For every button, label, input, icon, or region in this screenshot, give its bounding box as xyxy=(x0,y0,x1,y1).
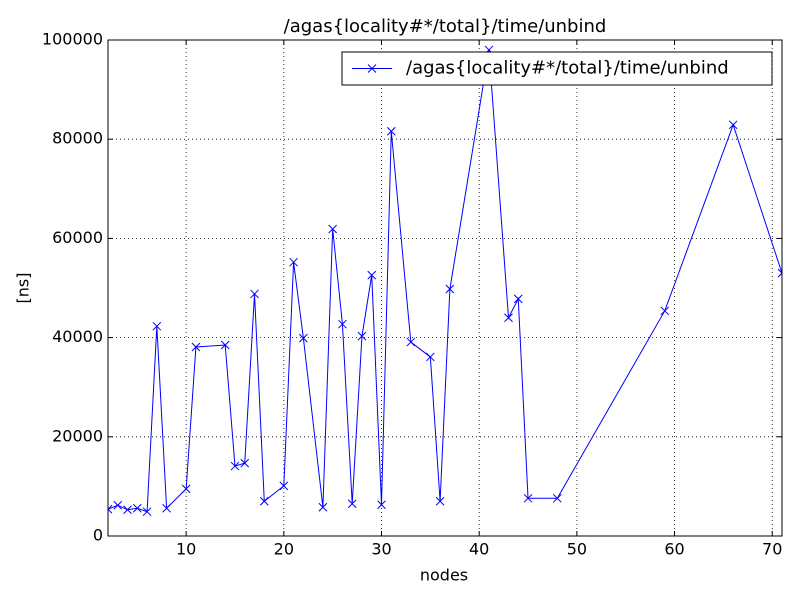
marker xyxy=(338,319,347,329)
x-tick-label: 10 xyxy=(176,540,196,559)
marker xyxy=(299,333,308,343)
marker xyxy=(523,493,533,503)
y-tick-label: 0 xyxy=(93,526,103,545)
x-tick-label: 20 xyxy=(274,540,294,559)
marker xyxy=(250,289,259,299)
marker xyxy=(347,499,357,509)
marker xyxy=(660,306,670,316)
series xyxy=(108,45,782,517)
marker xyxy=(328,224,338,234)
marker xyxy=(318,502,328,512)
y-tick-label: 80000 xyxy=(52,129,103,148)
legend-box xyxy=(341,51,773,86)
marker xyxy=(552,493,562,503)
marker xyxy=(132,503,142,513)
x-tick-label: 60 xyxy=(664,540,684,559)
marker xyxy=(230,461,240,471)
marker xyxy=(152,321,162,331)
marker xyxy=(386,126,396,136)
x-axis-label: nodes xyxy=(420,566,468,585)
marker xyxy=(377,500,386,510)
marker xyxy=(435,496,445,506)
y-tick-label: 20000 xyxy=(52,426,103,445)
marker xyxy=(220,340,230,350)
marker xyxy=(113,500,123,510)
marker xyxy=(289,257,298,267)
marker xyxy=(191,342,201,352)
y-tick-label: 100000 xyxy=(42,30,103,49)
y-tick-label: 60000 xyxy=(52,228,103,247)
marker xyxy=(240,458,250,468)
marker xyxy=(279,481,289,491)
marker xyxy=(367,270,377,280)
marker xyxy=(504,313,513,323)
marker xyxy=(162,503,171,513)
marker xyxy=(445,284,455,294)
marker xyxy=(142,507,152,517)
marker xyxy=(425,352,435,362)
marker xyxy=(181,484,191,494)
y-tick-label: 40000 xyxy=(52,327,103,346)
marker xyxy=(259,496,269,506)
marker xyxy=(728,120,738,130)
marker xyxy=(777,268,782,278)
marker xyxy=(357,331,367,341)
marker xyxy=(513,294,523,304)
y-axis-label: [ns] xyxy=(14,273,33,304)
chart-title: /agas{locality#*/total}/time/unbind xyxy=(284,16,607,37)
plot-frame xyxy=(107,39,783,537)
marker xyxy=(123,505,132,515)
legend-marker xyxy=(367,64,377,73)
x-tick-label: 50 xyxy=(567,540,587,559)
marker xyxy=(406,337,416,347)
marker xyxy=(108,504,113,514)
x-tick-label: 40 xyxy=(469,540,489,559)
x-tick-label: 30 xyxy=(371,540,391,559)
legend-label: /agas{locality#*/total}/time/unbind xyxy=(406,58,729,79)
x-tick-label: 70 xyxy=(762,540,782,559)
